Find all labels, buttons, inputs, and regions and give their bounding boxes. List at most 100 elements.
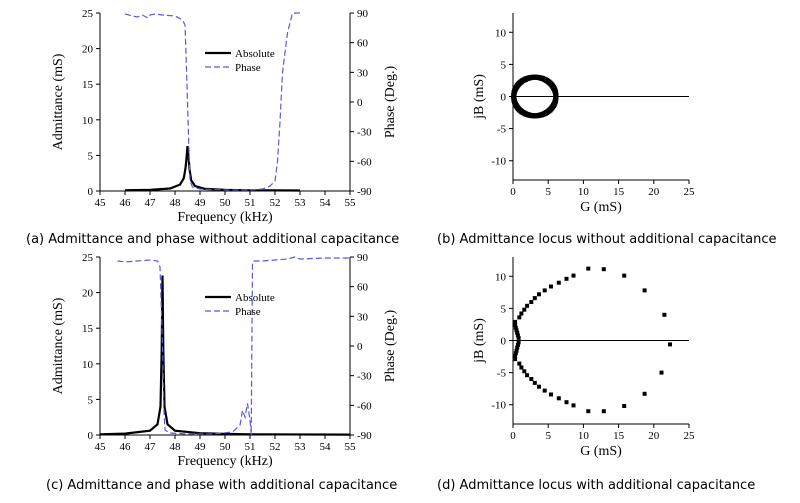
locus-point bbox=[513, 325, 518, 330]
x-tick-label: 51 bbox=[245, 197, 256, 209]
caption-c: (c) Admittance and phase with additional… bbox=[46, 478, 397, 493]
x-tick-label: 49 bbox=[195, 441, 207, 453]
locus-point bbox=[525, 303, 530, 308]
locus-point bbox=[515, 345, 520, 350]
y-tick-label: 10 bbox=[82, 115, 94, 127]
y-tick-label: 5 bbox=[88, 394, 94, 406]
panel-a-admittance-phase: 45 46 47 48 49 50 51 52 53 54 55 0 5 10 15 20 25 -90 -60 -3… bbox=[51, 8, 398, 225]
y2-tick-label: 60 bbox=[357, 282, 369, 294]
y2-tick-label: 30 bbox=[357, 311, 369, 323]
legend-label-phase: Phase bbox=[235, 62, 261, 74]
locus-point bbox=[519, 311, 524, 316]
x-tick-label: 53 bbox=[295, 197, 307, 209]
y2-tick-label: -90 bbox=[357, 186, 372, 198]
x-axis-label: Frequency (kHz) bbox=[177, 210, 273, 225]
locus-point bbox=[522, 307, 527, 312]
locus-point bbox=[668, 342, 672, 347]
locus-point bbox=[549, 392, 553, 397]
x-tick-label: 0 bbox=[510, 186, 516, 198]
caption-d: (d) Admittance locus with additional cap… bbox=[437, 478, 755, 493]
locus-point bbox=[513, 323, 518, 328]
locus-point bbox=[515, 343, 520, 347]
locus-point bbox=[514, 328, 519, 333]
x-tick-label: 10 bbox=[578, 186, 590, 198]
x-tick-label: 48 bbox=[170, 197, 182, 209]
locus-point bbox=[525, 373, 530, 378]
locus-point bbox=[515, 330, 520, 335]
y-axis-label: jB (mS) bbox=[472, 74, 487, 120]
x-tick-label: 53 bbox=[295, 441, 307, 453]
locus-point bbox=[517, 361, 522, 366]
x-tick-label: 54 bbox=[320, 197, 332, 209]
y-tick-label: 20 bbox=[82, 44, 94, 56]
x-tick-label: 5 bbox=[545, 430, 551, 442]
locus-point bbox=[542, 388, 547, 393]
y2-tick-label: -30 bbox=[357, 371, 372, 383]
y2-tick-label: -90 bbox=[357, 430, 372, 442]
y2-axis-label: Phase (Deg.) bbox=[383, 66, 398, 139]
legend-label-phase: Phase bbox=[235, 306, 261, 318]
y-tick-label: 0 bbox=[88, 430, 94, 442]
locus-point bbox=[515, 333, 520, 338]
locus-point bbox=[542, 288, 547, 293]
locus-point bbox=[553, 95, 559, 101]
legend-label-absolute: Absolute bbox=[235, 48, 275, 60]
locus-point bbox=[516, 335, 521, 340]
y2-axis-label: Phase (Deg.) bbox=[383, 310, 398, 383]
x-tick-label: 55 bbox=[345, 441, 357, 453]
x-tick-label: 10 bbox=[578, 430, 590, 442]
panel-c-admittance-phase: 45 46 47 48 49 50 51 52 53 54 55 0 5 10 15 20 25 -90 -60 -3… bbox=[51, 252, 398, 469]
x-tick-label: 51 bbox=[245, 441, 256, 453]
locus-point bbox=[519, 365, 524, 370]
y2-tick-label: 0 bbox=[357, 97, 363, 109]
x-tick-label: 45 bbox=[95, 441, 107, 453]
y2-tick-label: -30 bbox=[357, 127, 372, 139]
locus-point bbox=[622, 404, 627, 408]
y2-tick-label: 0 bbox=[357, 341, 363, 353]
x-tick-label: 25 bbox=[684, 430, 696, 442]
locus-point bbox=[586, 266, 591, 271]
locus-point bbox=[622, 273, 627, 278]
locus-point bbox=[642, 288, 647, 293]
x-axis-label: G (mS) bbox=[580, 444, 622, 459]
x-tick-label: 20 bbox=[648, 186, 660, 198]
x-tick-label: 15 bbox=[613, 430, 625, 442]
x-tick-label: 54 bbox=[320, 441, 332, 453]
series-line-phase bbox=[124, 12, 300, 191]
y-tick-label: -10 bbox=[491, 400, 506, 412]
locus-point bbox=[532, 380, 537, 385]
y-axis-label: Admittance (mS) bbox=[51, 297, 66, 394]
y-tick-label: 0 bbox=[88, 186, 94, 198]
locus-point bbox=[601, 267, 606, 272]
locus-point bbox=[513, 357, 518, 362]
y-tick-label: 15 bbox=[82, 79, 94, 91]
locus-point bbox=[564, 276, 569, 281]
locus-point bbox=[556, 396, 561, 401]
y2-tick-label: 90 bbox=[357, 252, 369, 264]
locus-point bbox=[571, 273, 576, 278]
y2-tick-label: 90 bbox=[357, 8, 369, 20]
locus-point bbox=[659, 370, 664, 375]
x-tick-label: 46 bbox=[120, 197, 132, 209]
x-tick-label: 47 bbox=[145, 197, 157, 209]
locus-point bbox=[529, 377, 534, 381]
locus-point bbox=[586, 409, 591, 414]
x-tick-label: 47 bbox=[145, 441, 157, 453]
locus-point bbox=[601, 409, 606, 414]
locus-point bbox=[537, 292, 541, 297]
locus-point bbox=[537, 384, 541, 389]
x-tick-label: 20 bbox=[648, 430, 660, 442]
x-tick-label: 50 bbox=[220, 197, 232, 209]
locus-point bbox=[564, 400, 569, 405]
locus-point bbox=[642, 391, 647, 396]
locus-point bbox=[517, 315, 522, 320]
y-tick-label: 0 bbox=[501, 336, 507, 348]
x-tick-label: 25 bbox=[684, 186, 696, 198]
locus-point bbox=[529, 300, 534, 304]
caption-a: (a) Admittance and phase without additio… bbox=[26, 232, 399, 247]
locus-point bbox=[514, 348, 519, 353]
series-line-absolute bbox=[99, 275, 351, 436]
locus-point bbox=[513, 351, 518, 356]
locus-point bbox=[516, 340, 521, 345]
locus-point bbox=[571, 403, 576, 408]
